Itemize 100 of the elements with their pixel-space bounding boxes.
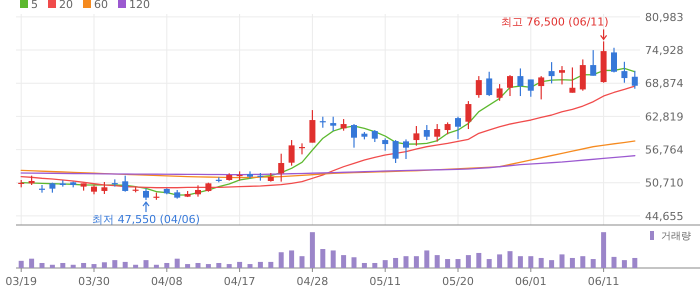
candlestick — [340, 118, 347, 132]
y-tick-label: 62,819 — [645, 110, 684, 124]
candlestick — [434, 123, 440, 142]
candlestick — [611, 47, 617, 74]
candlestick — [101, 181, 108, 195]
legend-label: 거래량 — [661, 231, 691, 242]
bar — [382, 260, 388, 268]
bar — [372, 262, 378, 268]
candlestick — [538, 75, 544, 100]
bar — [404, 256, 408, 268]
bar — [216, 262, 222, 268]
candlestick — [486, 71, 492, 97]
bar — [102, 262, 107, 268]
legend-label: 20 — [59, 0, 73, 11]
bar — [352, 257, 356, 268]
annotation: 최저 47,550 (04/06) — [92, 213, 200, 226]
bar — [362, 262, 367, 268]
candlestick — [517, 68, 524, 97]
bar — [226, 264, 232, 268]
bar — [289, 250, 294, 268]
y-tick-label: 68,874 — [645, 77, 684, 90]
bar — [154, 264, 159, 268]
bar — [486, 259, 492, 268]
candlestick — [330, 116, 336, 132]
candlestick — [632, 70, 638, 90]
bar — [112, 260, 118, 268]
candlestick — [372, 129, 378, 143]
x-tick-label: 03/30 — [78, 275, 110, 288]
bar — [144, 260, 148, 268]
bar — [466, 255, 471, 268]
legend-label: 60 — [94, 0, 108, 11]
x-tick-label: 03/19 — [5, 275, 38, 288]
bar — [50, 264, 55, 268]
bar — [538, 258, 544, 268]
candlestick — [28, 175, 35, 186]
bar — [508, 251, 512, 268]
x-tick-label: 05/20 — [442, 275, 474, 288]
candlestick — [288, 139, 295, 166]
x-tick-label: 04/08 — [150, 275, 183, 288]
y-tick-label: 80,983 — [645, 10, 684, 24]
candlestick — [621, 61, 628, 84]
bar — [248, 264, 252, 268]
bar — [92, 264, 96, 268]
bar — [622, 260, 627, 268]
bar — [268, 262, 274, 268]
bar — [310, 232, 315, 268]
candlestick — [49, 182, 56, 194]
bar — [590, 259, 596, 268]
bar — [258, 262, 263, 268]
bar — [632, 258, 638, 268]
candlestick — [528, 78, 534, 98]
bar — [393, 258, 398, 268]
bar — [497, 254, 502, 268]
bar — [518, 256, 523, 268]
bar — [81, 262, 86, 268]
bar — [206, 264, 211, 268]
candlestick — [143, 188, 149, 201]
bar — [174, 258, 180, 268]
legend-label: 120 — [129, 0, 150, 11]
bar — [528, 256, 534, 268]
bar — [560, 254, 564, 268]
candlestick — [476, 75, 482, 98]
bar — [185, 264, 190, 268]
candlestick — [507, 74, 513, 97]
bar — [278, 252, 284, 268]
x-tick-label: 06/01 — [514, 275, 547, 288]
candlestick — [278, 153, 284, 182]
candlestick — [60, 180, 66, 188]
candlestick — [548, 62, 555, 84]
annotation: 최고 76,500 (06/11) — [500, 15, 609, 28]
bar — [70, 264, 76, 268]
bar — [341, 255, 346, 268]
candlestick — [320, 116, 326, 128]
candlestick — [403, 138, 409, 160]
candlestick — [195, 184, 201, 198]
bar — [300, 256, 304, 268]
bar — [122, 262, 128, 268]
bar — [612, 256, 616, 268]
bar — [60, 262, 66, 268]
bar — [320, 249, 326, 268]
x-tick-label: 04/28 — [296, 275, 328, 288]
candlestick — [559, 65, 565, 86]
x-tick-label: 05/11 — [369, 275, 402, 288]
candlestick — [465, 100, 472, 130]
candlestick — [122, 175, 128, 192]
bar — [580, 256, 586, 268]
bar — [570, 258, 575, 268]
candlestick — [496, 83, 503, 102]
y-tick-label: 74,928 — [645, 44, 684, 58]
candlestick — [392, 139, 399, 164]
bar — [18, 260, 24, 268]
bar — [601, 232, 606, 268]
bar — [133, 264, 138, 268]
bar — [456, 259, 460, 268]
bar — [476, 252, 482, 268]
y-tick-label: 44,655 — [645, 210, 684, 223]
y-tick-label: 50,710 — [645, 176, 684, 190]
candlestick — [569, 66, 576, 94]
bar — [445, 259, 450, 268]
bar — [424, 250, 430, 268]
